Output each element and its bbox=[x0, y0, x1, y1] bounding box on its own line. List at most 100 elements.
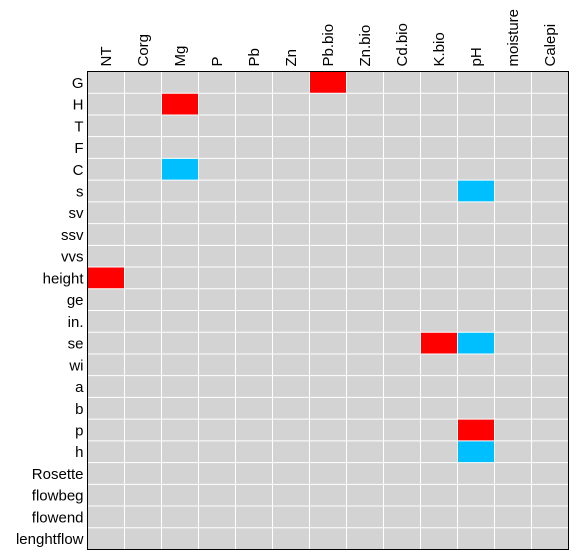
cell-g-ph bbox=[457, 71, 495, 94]
cell-vvs-mg bbox=[161, 245, 199, 268]
cell-s-pb-bio bbox=[309, 180, 347, 202]
column-label-ph: pH bbox=[468, 47, 485, 66]
cell-ssv-mg bbox=[161, 223, 199, 246]
cell-flowend-k-bio bbox=[420, 506, 458, 528]
cell-sv-zn bbox=[272, 201, 310, 224]
cell-h-cd-bio bbox=[383, 93, 421, 115]
cell-s-zn bbox=[272, 180, 310, 202]
cell-wi-mg bbox=[161, 353, 199, 376]
cell-h-pb-bio bbox=[309, 93, 347, 115]
cell-t-pb bbox=[235, 114, 273, 137]
row-label-in: in. bbox=[68, 314, 84, 331]
cell-wi-p bbox=[198, 353, 236, 376]
row-label-h: h bbox=[75, 444, 83, 461]
cell-sv-zn-bio bbox=[346, 201, 384, 224]
cell-sv-moisture bbox=[494, 201, 532, 224]
cell-sv-nt bbox=[87, 201, 125, 224]
cell-h-p bbox=[198, 440, 236, 463]
cell-b-moisture bbox=[494, 397, 532, 420]
cell-flowbeg-calepi bbox=[531, 484, 569, 507]
cell-in-p bbox=[198, 310, 236, 333]
cell-sv-corg bbox=[124, 201, 162, 224]
cell-g-k-bio bbox=[420, 71, 458, 94]
cell-p-mg bbox=[161, 419, 199, 441]
cell-flowbeg-p bbox=[198, 484, 236, 507]
cell-sv-pb-bio bbox=[309, 201, 347, 224]
cell-ssv-corg bbox=[124, 223, 162, 246]
cell-b-p bbox=[198, 397, 236, 420]
cell-flowbeg-nt bbox=[87, 484, 125, 507]
cell-vvs-p bbox=[198, 245, 236, 268]
cell-rosette-ph bbox=[457, 462, 495, 485]
cell-s-p bbox=[198, 180, 236, 202]
cell-c-corg bbox=[124, 158, 162, 181]
cell-sv-mg bbox=[161, 201, 199, 224]
cell-t-zn bbox=[272, 114, 310, 137]
cell-sv-calepi bbox=[531, 201, 569, 224]
cell-c-mg bbox=[161, 158, 199, 181]
column-label-p: P bbox=[209, 56, 226, 66]
cell-t-k-bio bbox=[420, 114, 458, 137]
cell-c-p bbox=[198, 158, 236, 181]
row-label-s: s bbox=[76, 184, 84, 201]
heatmap-cells bbox=[87, 71, 569, 550]
cell-t-moisture bbox=[494, 114, 532, 137]
column-label-pb: Pb bbox=[246, 48, 263, 66]
cell-t-ph bbox=[457, 114, 495, 137]
cell-g-pb-bio bbox=[309, 71, 347, 94]
cell-ge-pb bbox=[235, 288, 273, 311]
cell-f-p bbox=[198, 136, 236, 159]
cell-flowbeg-moisture bbox=[494, 484, 532, 507]
cell-rosette-k-bio bbox=[420, 462, 458, 485]
cell-in-mg bbox=[161, 310, 199, 333]
cell-flowend-nt bbox=[87, 506, 125, 528]
cell-f-pb bbox=[235, 136, 273, 159]
cell-lenghtflow-zn bbox=[272, 527, 310, 550]
cell-in-calepi bbox=[531, 310, 569, 333]
cell-h-calepi bbox=[531, 93, 569, 115]
cell-g-mg bbox=[161, 71, 199, 94]
cell-flowend-cd-bio bbox=[383, 506, 421, 528]
cell-rosette-zn-bio bbox=[346, 462, 384, 485]
cell-p-zn bbox=[272, 419, 310, 441]
row-label-a: a bbox=[75, 379, 84, 396]
cell-in-zn-bio bbox=[346, 310, 384, 333]
cell-h-zn bbox=[272, 93, 310, 115]
cell-h-zn-bio bbox=[346, 93, 384, 115]
cell-t-mg bbox=[161, 114, 199, 137]
row-label-flowend: flowend bbox=[32, 509, 84, 526]
cell-t-p bbox=[198, 114, 236, 137]
cell-f-zn bbox=[272, 136, 310, 159]
cell-wi-cd-bio bbox=[383, 353, 421, 376]
cell-s-cd-bio bbox=[383, 180, 421, 202]
cell-t-pb-bio bbox=[309, 114, 347, 137]
cell-ssv-cd-bio bbox=[383, 223, 421, 246]
cell-a-calepi bbox=[531, 375, 569, 398]
cell-flowbeg-cd-bio bbox=[383, 484, 421, 507]
cell-sv-ph bbox=[457, 201, 495, 224]
cell-wi-zn-bio bbox=[346, 353, 384, 376]
cell-h-pb-bio bbox=[309, 440, 347, 463]
cell-a-cd-bio bbox=[383, 375, 421, 398]
cell-s-nt bbox=[87, 180, 125, 202]
column-label-moisture: moisture bbox=[505, 9, 522, 67]
cell-h-pb bbox=[235, 93, 273, 115]
row-label-c: C bbox=[73, 162, 84, 179]
cell-s-mg bbox=[161, 180, 199, 202]
cell-h-ph bbox=[457, 440, 495, 463]
row-label-sv: sv bbox=[69, 205, 85, 222]
cell-f-corg bbox=[124, 136, 162, 159]
cell-g-corg bbox=[124, 71, 162, 94]
cell-a-mg bbox=[161, 375, 199, 398]
cell-c-zn bbox=[272, 158, 310, 181]
cell-wi-corg bbox=[124, 353, 162, 376]
cell-se-pb-bio bbox=[309, 332, 347, 354]
cell-wi-calepi bbox=[531, 353, 569, 376]
cell-ssv-moisture bbox=[494, 223, 532, 246]
cell-p-calepi bbox=[531, 419, 569, 441]
cell-wi-pb-bio bbox=[309, 353, 347, 376]
row-label-vvs: vvs bbox=[61, 249, 84, 266]
cell-p-p bbox=[198, 419, 236, 441]
cell-s-moisture bbox=[494, 180, 532, 202]
